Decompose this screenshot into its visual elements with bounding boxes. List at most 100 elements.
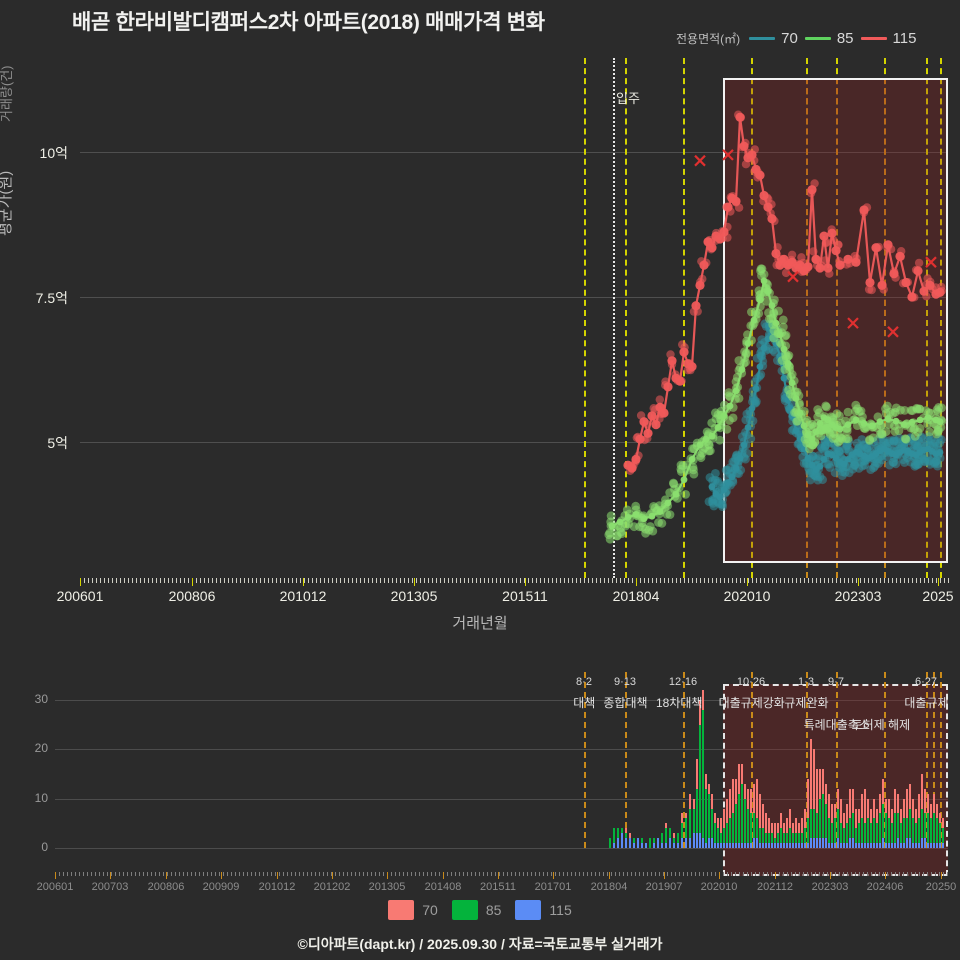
x-tick bbox=[348, 578, 349, 583]
x-tick bbox=[295, 872, 296, 876]
annotation-text: 규제완화 bbox=[784, 696, 829, 710]
x-tick bbox=[584, 578, 585, 583]
x-tick bbox=[167, 872, 168, 876]
price-highlight-region bbox=[723, 78, 948, 563]
volume-x-tick: 20250 bbox=[925, 881, 957, 893]
x-tick bbox=[372, 578, 373, 583]
x-tick bbox=[899, 872, 900, 876]
volume-bar bbox=[737, 764, 741, 848]
volume-bar bbox=[632, 838, 636, 848]
volume-bar-segment bbox=[896, 838, 900, 848]
price-y-tick: 10억 bbox=[39, 145, 68, 161]
event-vline bbox=[926, 672, 928, 848]
x-tick bbox=[860, 578, 861, 583]
volume-bar bbox=[755, 778, 759, 848]
x-tick bbox=[943, 872, 944, 876]
volume-bar-segment bbox=[713, 843, 717, 848]
x-tick bbox=[608, 578, 609, 583]
x-tick-major bbox=[636, 578, 637, 586]
legend-item-70[interactable]: 70 bbox=[749, 30, 798, 47]
x-tick bbox=[368, 578, 369, 583]
volume-bar-segment bbox=[935, 818, 939, 844]
x-tick bbox=[871, 872, 872, 876]
volume-bar bbox=[656, 838, 660, 848]
x-tick bbox=[511, 872, 512, 876]
x-tick bbox=[336, 578, 337, 583]
x-tick bbox=[108, 578, 109, 583]
legend-label-70: 70 bbox=[781, 30, 798, 47]
volume-bar-segment bbox=[938, 823, 942, 844]
volume-bar-segment bbox=[770, 823, 774, 834]
x-tick bbox=[491, 872, 492, 876]
annotation-text: 종합대책 bbox=[603, 696, 648, 710]
x-tick bbox=[59, 872, 60, 876]
x-tick bbox=[207, 872, 208, 876]
volume-bar-segment bbox=[911, 798, 915, 819]
x-tick bbox=[407, 872, 408, 876]
x-tick bbox=[755, 872, 756, 876]
vol-legend-label-115: 115 bbox=[549, 902, 572, 918]
x-tick bbox=[79, 872, 80, 876]
x-tick bbox=[936, 578, 937, 583]
legend-item-85[interactable]: 85 bbox=[804, 30, 854, 47]
x-tick bbox=[828, 578, 829, 583]
volume-bar-segment bbox=[624, 838, 628, 848]
x-tick bbox=[432, 578, 433, 583]
x-tick bbox=[455, 872, 456, 876]
gridline bbox=[80, 152, 948, 153]
x-tick bbox=[611, 872, 612, 876]
volume-bar bbox=[680, 813, 684, 848]
x-tick bbox=[180, 578, 181, 583]
price-chart-legend: 전용면적(㎡) 70 85 115 bbox=[676, 30, 916, 47]
x-tick bbox=[883, 872, 884, 876]
vol-legend-item-70[interactable]: 70 bbox=[388, 900, 438, 920]
x-tick bbox=[668, 578, 669, 583]
x-tick bbox=[671, 872, 672, 876]
annotation-date: 1·3 bbox=[798, 676, 814, 688]
x-tick bbox=[707, 872, 708, 876]
volume-bar-segment bbox=[860, 818, 864, 844]
x-tick bbox=[652, 578, 653, 583]
volume-bar-segment bbox=[911, 818, 915, 844]
volume-bar-segment bbox=[713, 823, 717, 844]
x-tick bbox=[560, 578, 561, 583]
volume-bar bbox=[776, 823, 780, 848]
x-tick bbox=[788, 578, 789, 583]
x-tick-major bbox=[525, 578, 526, 586]
volume-bar-segment bbox=[833, 803, 837, 819]
x-tick bbox=[316, 578, 317, 583]
volume-bar-segment bbox=[719, 818, 723, 834]
x-tick bbox=[460, 578, 461, 583]
vol-legend-item-115[interactable]: 115 bbox=[515, 900, 572, 920]
x-tick bbox=[848, 578, 849, 583]
x-tick bbox=[948, 578, 949, 583]
volume-bar-segment bbox=[887, 843, 891, 848]
x-tick bbox=[164, 578, 165, 583]
volume-bar-segment bbox=[664, 823, 668, 829]
x-tick bbox=[587, 872, 588, 876]
volume-bar-segment bbox=[797, 843, 801, 848]
x-tick bbox=[464, 578, 465, 583]
annotation-date: 6·27 bbox=[914, 676, 938, 688]
x-tick bbox=[127, 872, 128, 876]
x-tick bbox=[139, 872, 140, 876]
x-tick bbox=[923, 872, 924, 876]
volume-bar-segment bbox=[812, 838, 816, 848]
volume-bar-segment bbox=[836, 788, 840, 809]
legend-item-115[interactable]: 115 bbox=[860, 30, 916, 47]
volume-bar-segment bbox=[632, 843, 636, 848]
volume-bar-segment bbox=[692, 798, 696, 809]
volume-bar bbox=[773, 823, 777, 848]
x-tick bbox=[351, 872, 352, 876]
x-tick bbox=[916, 578, 917, 583]
x-tick-major bbox=[719, 872, 720, 879]
x-tick bbox=[528, 578, 529, 583]
volume-bar-segment bbox=[821, 838, 825, 848]
volume-bar bbox=[938, 813, 942, 848]
vol-legend-item-85[interactable]: 85 bbox=[451, 900, 501, 920]
volume-bar-segment bbox=[794, 818, 798, 834]
x-tick bbox=[379, 872, 380, 876]
x-tick bbox=[352, 578, 353, 583]
x-tick bbox=[283, 872, 284, 876]
x-tick bbox=[344, 578, 345, 583]
